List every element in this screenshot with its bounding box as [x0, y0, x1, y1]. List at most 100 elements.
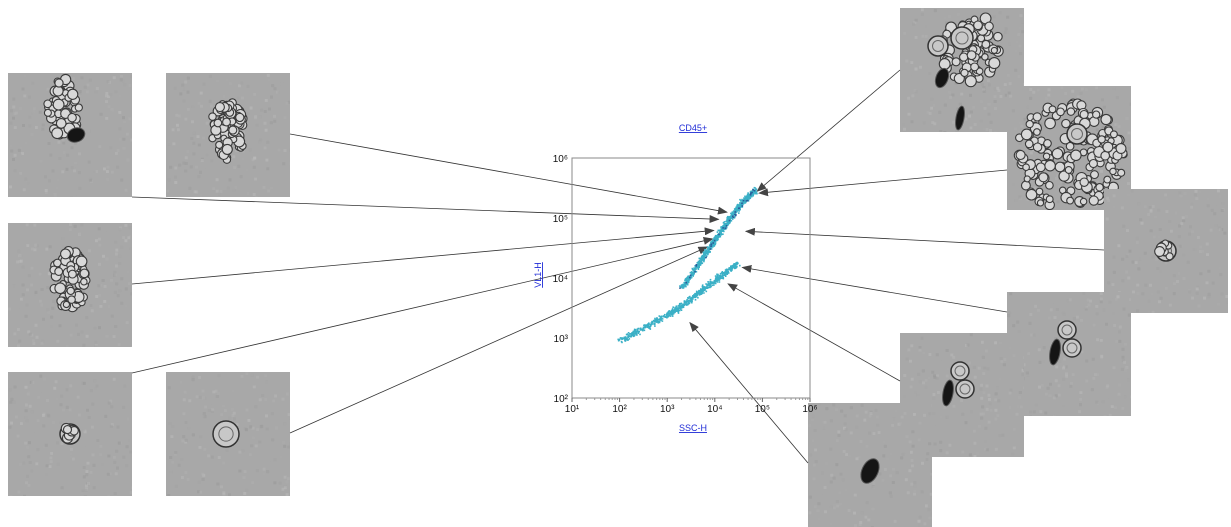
- scatter-point: [752, 193, 755, 196]
- scatter-point: [736, 262, 738, 265]
- scatter-point: [700, 259, 703, 262]
- y-tick-label: 10⁴: [553, 274, 568, 285]
- scatter-point: [694, 295, 696, 298]
- scatter-point: [687, 303, 689, 306]
- scatter-point: [691, 300, 693, 302]
- scatter-point: [688, 296, 691, 298]
- scatter-point: [727, 220, 729, 223]
- scatter-point: [711, 281, 714, 283]
- scatter-point: [730, 265, 733, 268]
- scatter-point: [636, 328, 639, 330]
- scatter-point: [706, 252, 708, 254]
- scatter-point: [680, 307, 683, 309]
- scatter-point: [664, 315, 666, 318]
- scatter-point: [736, 204, 738, 207]
- scatter-point: [753, 189, 756, 192]
- scatter-point: [696, 265, 699, 267]
- scatter-point: [732, 210, 735, 212]
- scatter-point: [726, 219, 728, 221]
- scatter-point: [660, 317, 663, 319]
- scatter-point: [621, 337, 623, 339]
- scatter-point: [737, 204, 740, 206]
- y-axis-label[interactable]: VL1-H: [533, 262, 543, 288]
- scatter-point: [692, 295, 694, 298]
- scatter-point: [730, 220, 733, 222]
- scatter-point: [668, 310, 670, 313]
- scatter-point: [738, 205, 741, 208]
- scatter-point: [639, 327, 641, 330]
- scatter-point: [740, 203, 742, 206]
- scatter-point: [688, 300, 691, 302]
- scatter-point: [736, 261, 738, 264]
- scatter-point: [726, 217, 728, 219]
- scatter-point: [722, 233, 724, 235]
- scatter-point: [687, 279, 690, 281]
- scatter-point: [662, 315, 664, 318]
- scatter-point: [717, 229, 720, 232]
- scatter-point: [717, 275, 719, 278]
- scatter-point: [639, 333, 641, 336]
- scatter-point: [691, 267, 694, 270]
- scatter-point: [702, 287, 705, 289]
- x-axis-label[interactable]: SSC-H: [679, 423, 707, 433]
- scatter-point: [713, 284, 715, 286]
- scatter-point: [675, 310, 677, 312]
- scatter-point: [726, 215, 729, 218]
- scatter-point: [718, 279, 721, 281]
- scatter-point: [703, 257, 706, 259]
- scatter-point: [675, 305, 678, 307]
- scatter-point: [687, 280, 690, 282]
- scatter-point: [697, 292, 700, 295]
- scatter-point: [734, 216, 736, 218]
- scatter-point: [684, 279, 686, 281]
- scatter-point: [693, 269, 695, 271]
- scatter-point: [695, 264, 698, 266]
- scatter-point: [636, 329, 639, 331]
- scatter-point: [654, 325, 656, 327]
- scatter-point: [718, 281, 721, 283]
- scatter-point: [728, 268, 731, 270]
- scatter-point: [727, 271, 729, 274]
- scatter-point: [636, 330, 638, 332]
- scatter-point: [723, 230, 725, 233]
- scatter-point: [717, 236, 719, 238]
- scatter-point: [690, 271, 693, 273]
- scatter-point: [695, 294, 697, 296]
- scatter-point: [627, 336, 629, 338]
- scatter-point: [685, 281, 687, 284]
- scatter-point: [705, 255, 708, 257]
- scatter-point: [699, 257, 702, 260]
- scatter-point: [725, 226, 728, 229]
- scatter-point: [658, 320, 661, 323]
- scatter-point: [727, 217, 730, 219]
- scatter-point: [715, 236, 717, 239]
- scatter-point: [652, 319, 655, 322]
- scatter-point: [691, 269, 694, 271]
- scatter-point: [628, 338, 631, 340]
- scatter-point: [701, 254, 704, 257]
- scatter-points: [617, 186, 758, 344]
- y-tick-label: 10³: [554, 334, 569, 345]
- scatter-point: [733, 208, 736, 210]
- scatter-point: [629, 333, 631, 335]
- scatter-point: [702, 251, 705, 253]
- scatter-point: [714, 243, 717, 246]
- chart-title[interactable]: CD45+: [679, 123, 707, 133]
- scatter-point: [728, 218, 730, 220]
- scatter-point: [652, 320, 654, 323]
- scatter-point: [687, 281, 690, 284]
- scatter-point: [719, 230, 721, 233]
- scatter-point: [717, 238, 719, 241]
- scatter-point: [752, 195, 754, 197]
- scatter-point: [677, 312, 680, 314]
- scatter-point: [682, 306, 685, 308]
- scatter-point: [708, 251, 710, 253]
- scatter-point: [691, 272, 694, 275]
- scatter-point: [753, 186, 756, 189]
- scatter-point: [722, 274, 725, 277]
- scatter-point: [751, 193, 753, 195]
- scatter-point: [715, 280, 717, 282]
- scatter-point: [708, 250, 710, 252]
- scatter-point: [730, 269, 733, 271]
- scatter-point: [656, 317, 658, 320]
